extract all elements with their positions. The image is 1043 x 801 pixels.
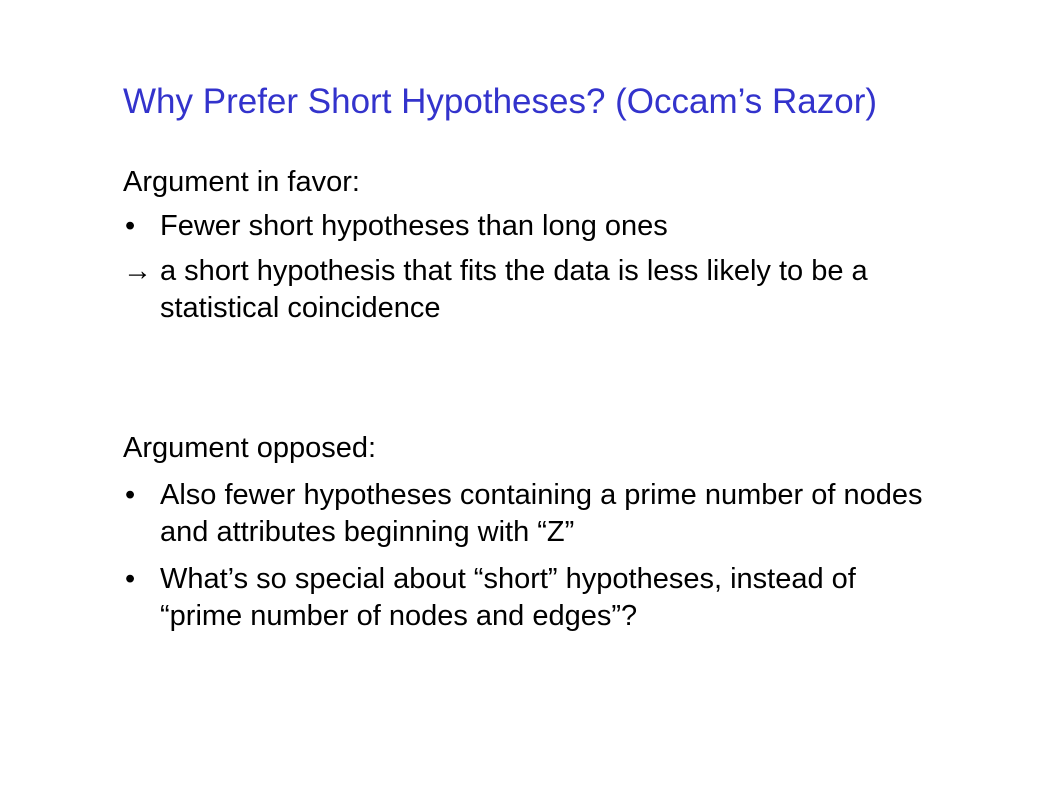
favor-implication-item: → a short hypothesis that fits the data … bbox=[123, 253, 923, 327]
favor-bullet-text: Fewer short hypotheses than long ones bbox=[160, 210, 668, 242]
opposed-bullet-text: Also fewer hypotheses containing a prime… bbox=[160, 479, 923, 548]
slide-title: Why Prefer Short Hypotheses? (Occam’s Ra… bbox=[123, 82, 878, 121]
favor-bullet-item: • Fewer short hypotheses than long ones bbox=[123, 208, 983, 245]
favor-heading: Argument in favor: bbox=[123, 166, 360, 198]
favor-implication-text: a short hypothesis that fits the data is… bbox=[160, 255, 868, 324]
bullet-icon: • bbox=[125, 479, 136, 511]
opposed-heading: Argument opposed: bbox=[123, 432, 377, 464]
opposed-bullet-item: • Also fewer hypotheses containing a pri… bbox=[123, 477, 923, 551]
arrow-right-icon: → bbox=[123, 255, 152, 287]
bullet-icon: • bbox=[125, 210, 136, 242]
opposed-bullet-text: What’s so special about “short” hypothes… bbox=[160, 563, 856, 632]
opposed-bullet-item: • What’s so special about “short” hypoth… bbox=[123, 561, 923, 635]
bullet-icon: • bbox=[125, 563, 136, 595]
